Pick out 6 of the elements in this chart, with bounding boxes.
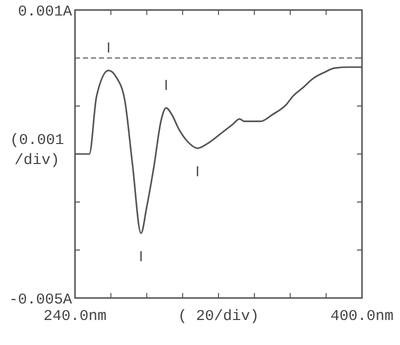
x-axis-title: ( 20/div) xyxy=(178,308,260,325)
x-tick-label: 240.0nm xyxy=(43,308,107,325)
y-tick-label: -0.005A xyxy=(8,291,72,308)
y-tick-label: 0.001A xyxy=(18,3,72,20)
x-tick-label: 400.0nm xyxy=(330,308,394,325)
y-axis-title: (0.001 /div) xyxy=(10,132,64,169)
